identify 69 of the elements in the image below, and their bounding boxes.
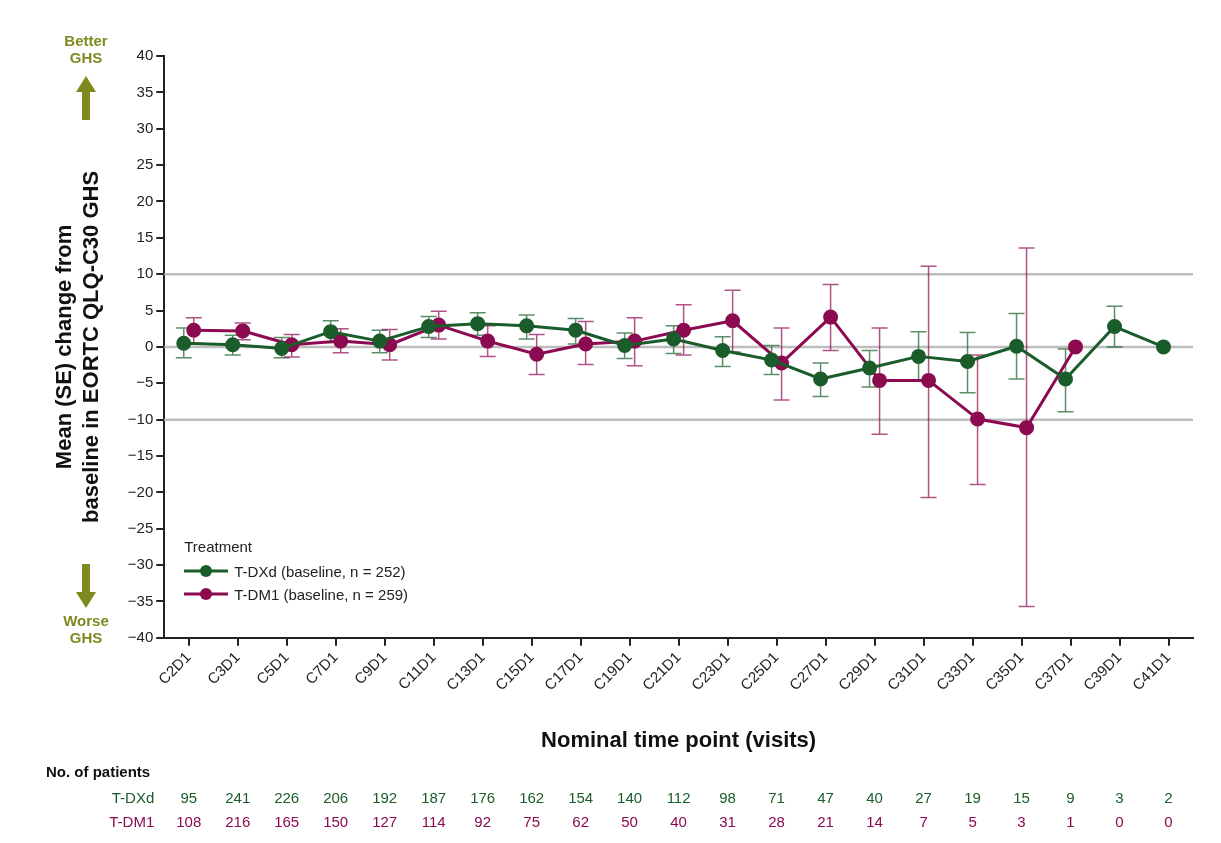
text: 226 [273,789,301,806]
text: 1 [1065,813,1076,830]
y-tick-label: −5 [136,373,154,391]
y-axis-title: Mean (SE) change from baseline in EORTC QLQ-C30 GHS [51,170,103,523]
text: 40 [865,789,884,806]
text: 40 [669,813,688,830]
text: 5 [967,813,978,830]
text: 112 [665,789,692,806]
text: 47 [816,789,835,806]
text: 19 [963,789,982,806]
text: 21 [816,813,835,830]
x-axis-title: Nominal time point (visits) [541,726,817,752]
y-tick-label: 30 [136,118,154,136]
y-tick-label: 25 [136,155,154,173]
legend-label: T-DM1 (baseline, n = 259) [234,585,409,603]
text: 206 [322,789,350,806]
text: 9 [1065,789,1076,806]
text: 15 [1012,789,1031,806]
text: 28 [767,813,786,830]
text: 241 [224,789,252,806]
text: 62 [571,813,590,830]
text: 2 [1163,789,1174,806]
y-tick-label: 5 [144,300,154,318]
text: 92 [473,813,492,830]
text: 0 [1114,813,1125,830]
text: No. of patients [46,763,151,780]
legend-label: T-DXd (baseline, n = 252) [234,562,406,580]
text: 95 [179,789,199,806]
y-tick-label: 20 [136,191,154,209]
y-tick-label: −40 [127,628,154,645]
text: 98 [718,789,737,806]
y-tick-label: 40 [136,46,154,64]
text: 216 [224,813,252,830]
text: 140 [616,789,644,806]
y-tick-label: 15 [136,227,154,245]
text: 114 [420,813,447,830]
y-tick-label: −25 [127,518,154,536]
text: 154 [567,789,595,806]
text: 27 [914,789,933,806]
y-tick-label: −30 [127,555,154,573]
text: 150 [322,813,350,830]
y-tick-label: −35 [127,591,154,609]
text: 71 [767,789,786,806]
text: 14 [865,813,884,830]
text: 0 [1163,813,1174,830]
text: 108 [175,813,203,830]
text: 162 [518,789,546,806]
y-tick-label: −15 [127,446,154,464]
y-tick-label: −20 [127,482,154,500]
text: T-DM1 [109,813,155,830]
text: 176 [469,789,497,806]
text: 3 [1114,789,1125,806]
text: 31 [718,813,737,830]
y-tick-label: 35 [136,82,154,100]
y-tick-label: 0 [144,337,154,355]
y-tick-label: 10 [136,264,154,282]
text: 127 [371,813,399,830]
text: 165 [273,813,301,830]
text: 3 [1016,813,1027,830]
text: 75 [522,813,541,830]
text: Better GHS [63,32,109,66]
y-tick-label: −10 [127,409,154,427]
text: 7 [918,813,929,830]
text: 187 [420,789,448,806]
text: T-DXd [111,789,155,806]
legend-title: Treatment [184,537,254,555]
text: 192 [371,789,399,806]
text: Worse GHS [62,612,110,646]
text: 50 [620,813,639,830]
